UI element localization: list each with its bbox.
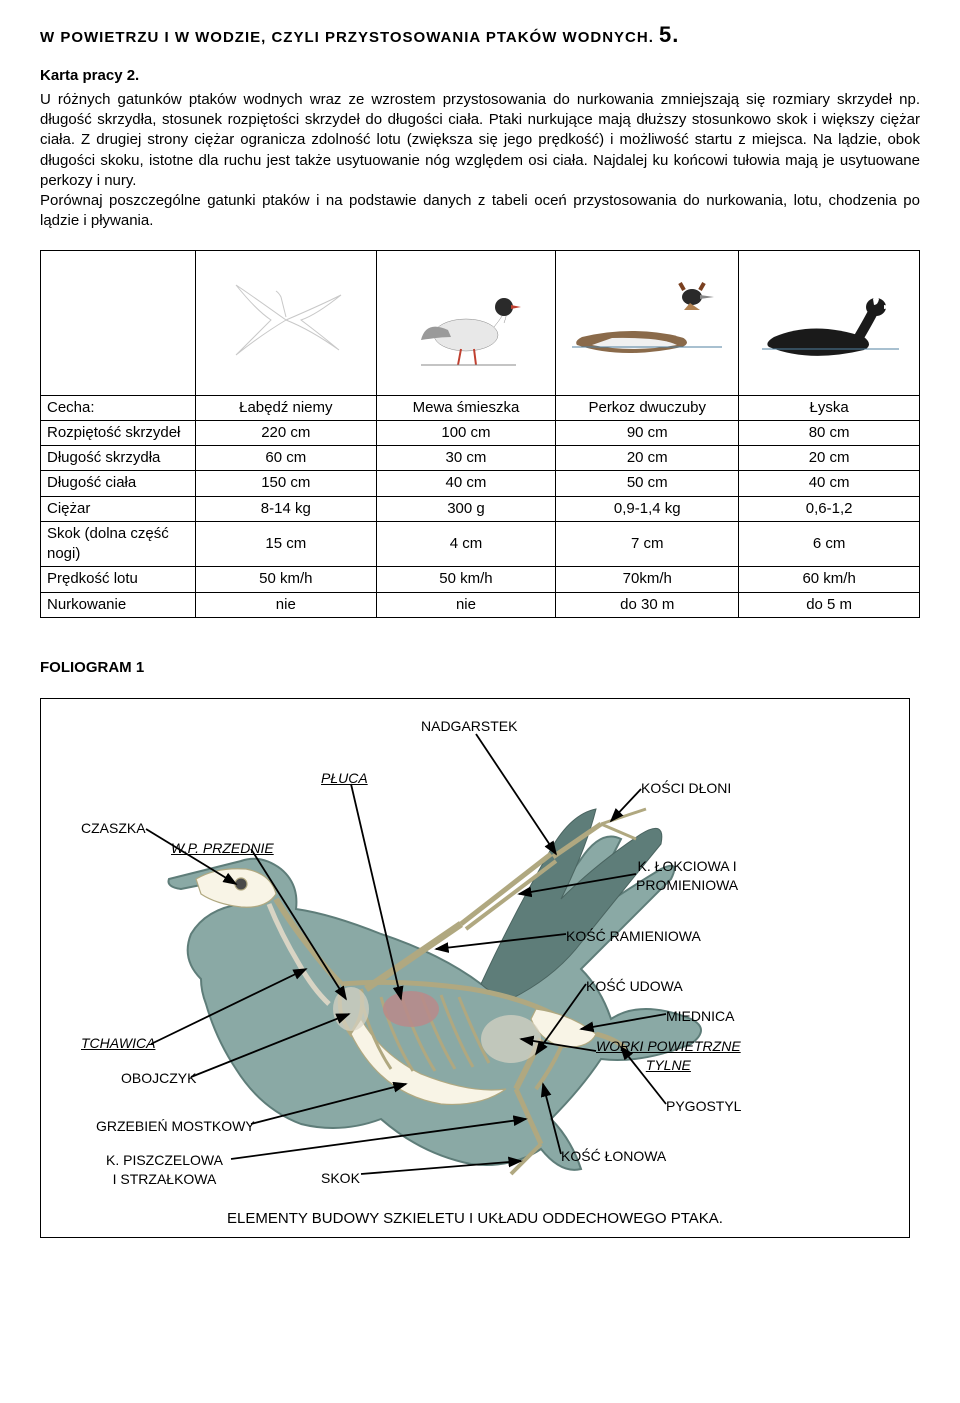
label-pygostyl: PYGOSTYL — [666, 1097, 741, 1116]
page-title: W POWIETRZU I W WODZIE, CZYLI PRZYSTOSOW… — [40, 20, 920, 50]
table-row: Nurkowanienieniedo 30 mdo 5 m — [41, 592, 920, 617]
cell-value: 50 km/h — [195, 567, 376, 592]
table-row: Długość ciała150 cm40 cm50 cm40 cm — [41, 471, 920, 496]
cell-value: 6 cm — [739, 521, 920, 567]
feature-label: Ciężar — [41, 496, 196, 521]
feature-header: Cecha: — [41, 395, 196, 420]
cell-value: 8-14 kg — [195, 496, 376, 521]
label-tchawica: TCHAWICA — [81, 1034, 155, 1053]
cell-value: 40 cm — [376, 471, 556, 496]
cell-value: 60 km/h — [739, 567, 920, 592]
title-main: W POWIETRZU I W WODZIE, CZYLI PRZYSTOSOW… — [40, 29, 659, 46]
table-row: Skok (dolna część nogi)15 cm4 cm7 cm6 cm — [41, 521, 920, 567]
title-number: 5. — [659, 22, 679, 47]
duck-anatomy-svg — [41, 699, 911, 1219]
label-pluca: PŁUCA — [321, 769, 368, 788]
gull-image-cell — [376, 250, 556, 395]
label-czaszka: CZASZKA — [81, 819, 146, 838]
label-kosc-lonowa: KOŚĆ ŁONOWA — [561, 1147, 666, 1166]
species-0: Łabędź niemy — [195, 395, 376, 420]
cell-value: 50 cm — [556, 471, 739, 496]
cell-value: 220 cm — [195, 420, 376, 445]
feature-label: Nurkowanie — [41, 592, 196, 617]
bird-image-row — [41, 250, 920, 395]
label-miednica: MIEDNICA — [666, 1007, 734, 1026]
label-kosci-dloni: KOŚCI DŁONI — [641, 779, 731, 798]
foliogram-caption: ELEMENTY BUDOWY SZKIELETU I UKŁADU ODDEC… — [41, 1209, 909, 1229]
cell-value: 30 cm — [376, 446, 556, 471]
intro-paragraph: U różnych gatunków ptaków wodnych wraz z… — [40, 90, 920, 232]
blank-cell — [41, 250, 196, 395]
cell-value: nie — [376, 592, 556, 617]
cell-value: 15 cm — [195, 521, 376, 567]
cell-value: 150 cm — [195, 471, 376, 496]
cell-value: do 5 m — [739, 592, 920, 617]
label-k-piszczelowa: K. PISZCZELOWAI STRZAŁKOWA — [106, 1151, 223, 1189]
label-grzebien: GRZEBIEŃ MOSTKOWY — [96, 1117, 255, 1136]
feature-label: Prędkość lotu — [41, 567, 196, 592]
swan-image-cell — [195, 250, 376, 395]
cell-value: 60 cm — [195, 446, 376, 471]
label-wp-przednie: W.P. PRZEDNIE — [171, 839, 274, 858]
coot-image-cell — [739, 250, 920, 395]
label-worki-tylne: WORKI POWIETRZNETYLNE — [596, 1037, 741, 1075]
cell-value: do 30 m — [556, 592, 739, 617]
table-row: Rozpiętość skrzydeł220 cm100 cm90 cm80 c… — [41, 420, 920, 445]
feature-label: Rozpiętość skrzydeł — [41, 420, 196, 445]
species-2: Perkoz dwuczuby — [556, 395, 739, 420]
label-nadgarstek: NADGARSTEK — [421, 717, 517, 736]
table-row: Prędkość lotu50 km/h50 km/h70km/h60 km/h — [41, 567, 920, 592]
header-row: Cecha: Łabędź niemy Mewa śmieszka Perkoz… — [41, 395, 920, 420]
cell-value: 7 cm — [556, 521, 739, 567]
label-kosc-ramieniowa: KOŚĆ RAMIENIOWA — [566, 927, 701, 946]
cell-value: 70km/h — [556, 567, 739, 592]
cell-value: nie — [195, 592, 376, 617]
label-kosc-udowa: KOŚĆ UDOWA — [586, 977, 683, 996]
cell-value: 50 km/h — [376, 567, 556, 592]
cell-value: 20 cm — [739, 446, 920, 471]
cell-value: 20 cm — [556, 446, 739, 471]
table-row: Długość skrzydła60 cm30 cm20 cm20 cm — [41, 446, 920, 471]
bird-comparison-table: Cecha: Łabędź niemy Mewa śmieszka Perkoz… — [40, 250, 920, 618]
cell-value: 40 cm — [739, 471, 920, 496]
cell-value: 100 cm — [376, 420, 556, 445]
feature-label: Długość ciała — [41, 471, 196, 496]
species-3: Łyska — [739, 395, 920, 420]
cell-value: 80 cm — [739, 420, 920, 445]
label-obojczyk: OBOJCZYK — [121, 1069, 196, 1088]
table-row: Ciężar8-14 kg300 g0,9-1,4 kg0,6-1,2 — [41, 496, 920, 521]
grebe-image-cell — [556, 250, 739, 395]
cell-value: 4 cm — [376, 521, 556, 567]
foliogram-diagram: NADGARSTEK PŁUCA KOŚCI DŁONI CZASZKA W.P… — [40, 698, 910, 1238]
label-skok: SKOK — [321, 1169, 360, 1188]
worksheet-label: Karta pracy 2. — [40, 66, 920, 86]
label-k-lokciowa: K. ŁOKCIOWA IPROMIENIOWA — [636, 857, 738, 895]
cell-value: 0,9-1,4 kg — [556, 496, 739, 521]
feature-label: Skok (dolna część nogi) — [41, 521, 196, 567]
cell-value: 0,6-1,2 — [739, 496, 920, 521]
species-1: Mewa śmieszka — [376, 395, 556, 420]
cell-value: 90 cm — [556, 420, 739, 445]
cell-value: 300 g — [376, 496, 556, 521]
foliogram-title: FOLIOGRAM 1 — [40, 658, 920, 678]
feature-label: Długość skrzydła — [41, 446, 196, 471]
